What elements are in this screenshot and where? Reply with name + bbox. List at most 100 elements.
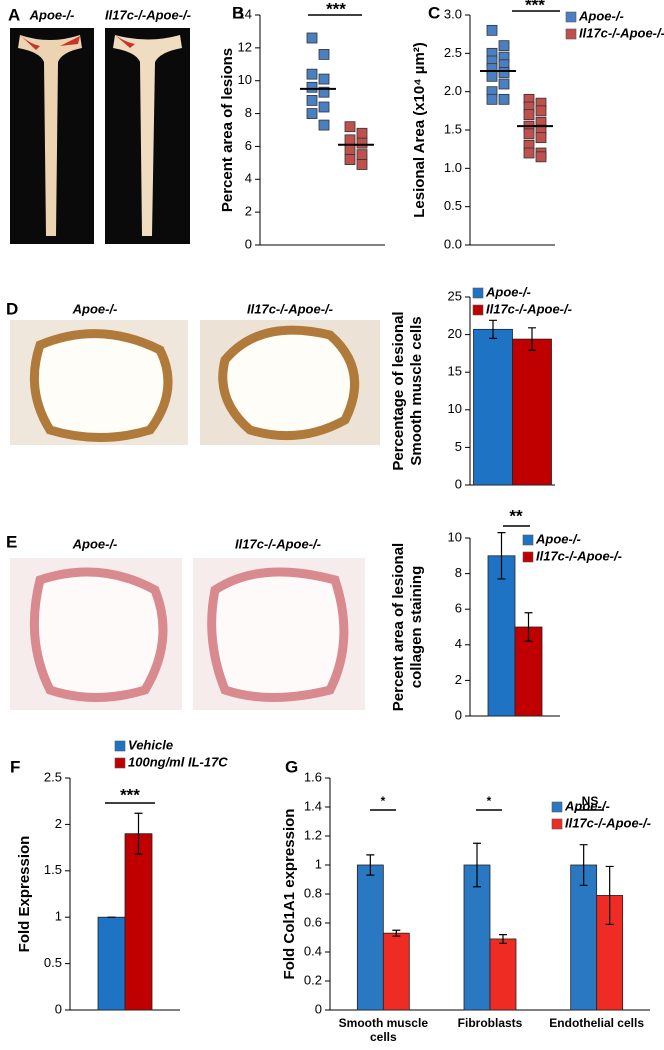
panel-label: G [285,757,298,776]
y-tick-label: 1 [315,856,322,871]
legend-label: Apoe-/- [535,531,581,546]
y-tick-label: 0 [245,236,252,251]
error-bar [497,532,506,580]
y-tick-label: 4 [455,636,462,651]
panel-label: A [8,5,20,24]
panel-label: D [6,299,18,318]
vessel [29,329,173,442]
annotation: * [381,794,386,808]
error-bar [528,327,536,351]
data-point [306,95,318,106]
image-caption: Apoe-/- [72,536,118,551]
data-point [523,109,535,121]
y-tick-label: 2.5 [44,769,62,784]
image-caption: Il17c-/-Apoe-/- [247,301,333,316]
vessel [218,325,360,441]
y-tick-label: 14 [238,6,252,21]
annotation: *** [525,0,545,14]
y-tick-label: 0.4 [304,943,322,958]
y-tick-label: 10 [238,72,252,87]
y-tick-label: 3.0 [444,6,462,21]
y-tick-label: 1.5 [444,121,462,136]
data-point [344,121,356,133]
y-tick-label: 1.5 [44,862,62,877]
error-bar [366,854,375,876]
y-tick-label: 0 [455,476,462,491]
y-tick-label: 1.6 [304,769,322,784]
error-bar [524,612,533,642]
y-tick-label: 0 [455,707,462,722]
data-point [523,147,535,159]
bar [473,328,513,486]
legend-swatch [522,551,534,563]
data-point [498,40,510,52]
y-tick-label: 2.0 [444,83,462,98]
data-point [306,81,318,93]
y-tick-label: 10 [448,529,462,544]
x-tick-label-box: Fibroblasts [458,1016,523,1030]
legend-swatch [472,287,484,299]
aorta-images [10,28,190,244]
y-tick-label: 6 [455,601,462,616]
y-tick-label: 0.0 [444,236,462,251]
y-tick-label: 0 [55,1001,62,1016]
legend-swatch [114,740,126,752]
annotation: ** [509,506,523,525]
y-axis-label: Percent area of lesional [390,543,407,711]
data-point [535,132,547,144]
y-tick-label: 2 [455,672,462,687]
annotation: *** [120,785,140,804]
y-tick-label: 5 [455,439,462,454]
error-bar [392,929,401,937]
y-tick-label: 25 [448,288,462,303]
legend-swatch [114,757,126,769]
legend-swatch [551,801,563,813]
y-tick-label: 1.4 [304,798,322,813]
y-tick-label: 20 [448,326,462,341]
legend-label: Apoe-/- [485,284,531,299]
y-tick-label: 4 [245,171,252,186]
x-tick-label: Smooth muscle cells [338,1016,428,1044]
error-bar [579,844,588,886]
x-tick-label: Endothelial cells [549,1016,644,1030]
image-caption: Il17c-/-Apoe-/- [235,536,321,551]
legend-label: Apoe-/- [578,8,624,23]
y-tick-label: 8 [245,105,252,120]
aorta [113,35,182,236]
legend-swatch [551,818,563,830]
lesion [115,35,135,48]
data-point [306,68,318,80]
data-point [344,154,356,165]
data-point [535,105,547,117]
y-tick-label: 0.6 [304,914,322,929]
bar [570,864,598,1011]
y-tick-label: 2.5 [444,45,462,60]
x-tick-label-box: Endothelial cells [549,1016,644,1030]
legend-swatch [472,304,484,316]
bar [382,932,410,1011]
y-axis-label: Percentage of lesional [390,311,407,470]
data-point [318,86,330,98]
panel-label: C [428,3,440,22]
vessel [29,567,168,702]
data-point [306,32,318,44]
y-tick-label: 0.5 [44,955,62,970]
data-point [498,67,510,78]
data-point [318,101,330,113]
data-point [535,151,547,163]
legend-label: Vehicle [128,737,173,752]
data-point [344,134,356,146]
histology-d [10,320,380,445]
data-point [498,93,510,105]
data-point [306,108,318,119]
annotation: *** [326,0,346,18]
error-bar [605,865,614,926]
bar [487,555,516,717]
legend-label: Il17c-/-Apoe-/- [536,548,622,563]
data-point [356,149,368,161]
data-point [356,159,368,170]
legend-label: Il17c-/-Apoe-/- [486,301,572,316]
data-point [356,127,368,139]
y-tick-label: 1 [55,909,62,924]
